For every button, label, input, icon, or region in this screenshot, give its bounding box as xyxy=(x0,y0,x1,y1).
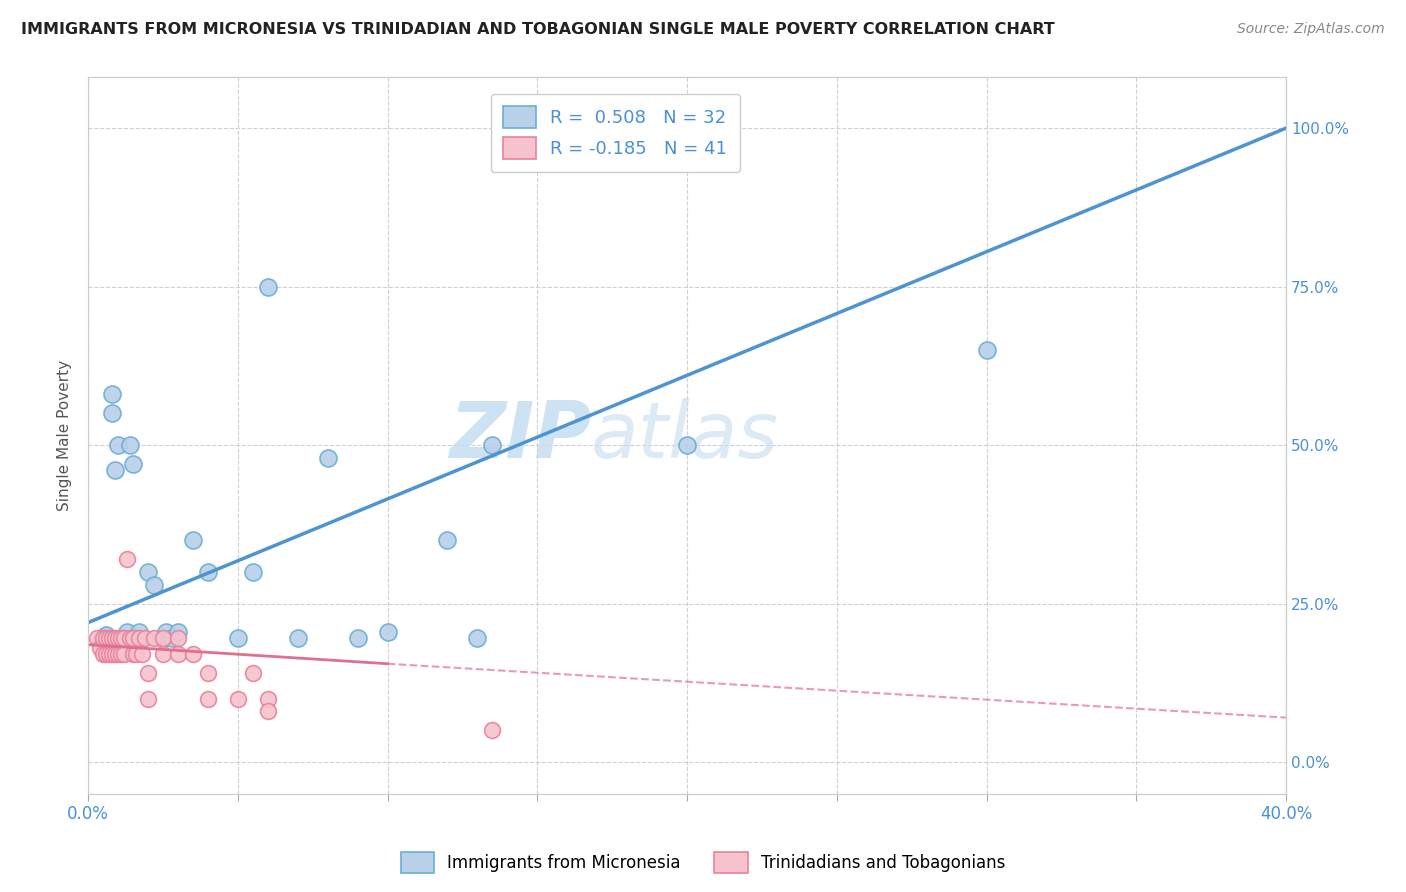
Point xyxy=(256,279,278,293)
Point xyxy=(122,647,145,661)
Y-axis label: Single Male Poverty: Single Male Poverty xyxy=(58,360,72,511)
Point xyxy=(676,438,699,452)
Point xyxy=(98,647,121,661)
Point xyxy=(143,577,166,591)
Point xyxy=(131,647,153,661)
Point xyxy=(104,647,127,661)
Point xyxy=(256,704,278,718)
Point xyxy=(481,723,503,738)
Point xyxy=(316,450,339,465)
Point xyxy=(242,666,264,681)
Point xyxy=(94,628,117,642)
Point xyxy=(436,533,458,548)
Point xyxy=(101,647,124,661)
Point xyxy=(107,647,129,661)
Point xyxy=(152,647,174,661)
Point xyxy=(112,647,135,661)
Point xyxy=(287,632,309,646)
Point xyxy=(242,565,264,579)
Point xyxy=(128,625,150,640)
Point xyxy=(160,632,183,646)
Point xyxy=(134,632,156,646)
Point xyxy=(110,647,132,661)
Point xyxy=(152,632,174,646)
Point xyxy=(181,647,204,661)
Point xyxy=(107,632,129,646)
Point xyxy=(98,632,121,646)
Point xyxy=(101,387,124,401)
Point xyxy=(125,632,148,646)
Point xyxy=(481,438,503,452)
Point xyxy=(86,632,108,646)
Point xyxy=(226,632,249,646)
Point xyxy=(256,691,278,706)
Text: Source: ZipAtlas.com: Source: ZipAtlas.com xyxy=(1237,22,1385,37)
Point xyxy=(197,691,219,706)
Point xyxy=(104,632,127,646)
Point xyxy=(143,632,166,646)
Point xyxy=(181,533,204,548)
Point xyxy=(136,565,159,579)
Point xyxy=(976,343,998,357)
Point xyxy=(89,640,111,655)
Point xyxy=(136,666,159,681)
Point xyxy=(110,632,132,646)
Point xyxy=(346,632,368,646)
Point xyxy=(112,632,135,646)
Point xyxy=(136,691,159,706)
Point xyxy=(94,632,117,646)
Point xyxy=(115,552,138,566)
Legend: Immigrants from Micronesia, Trinidadians and Tobagonians: Immigrants from Micronesia, Trinidadians… xyxy=(394,846,1012,880)
Point xyxy=(226,691,249,706)
Point xyxy=(101,632,124,646)
Point xyxy=(167,632,190,646)
Text: ZIP: ZIP xyxy=(449,398,592,474)
Point xyxy=(167,625,190,640)
Text: atlas: atlas xyxy=(592,398,779,474)
Text: IMMIGRANTS FROM MICRONESIA VS TRINIDADIAN AND TOBAGONIAN SINGLE MALE POVERTY COR: IMMIGRANTS FROM MICRONESIA VS TRINIDADIA… xyxy=(21,22,1054,37)
Point xyxy=(467,632,489,646)
Point xyxy=(197,666,219,681)
Legend: R =  0.508   N = 32, R = -0.185   N = 41: R = 0.508 N = 32, R = -0.185 N = 41 xyxy=(491,94,740,172)
Point xyxy=(155,625,177,640)
Point xyxy=(91,632,114,646)
Point xyxy=(115,625,138,640)
Point xyxy=(125,647,148,661)
Point xyxy=(122,457,145,471)
Point xyxy=(91,632,114,646)
Point xyxy=(167,647,190,661)
Point xyxy=(107,438,129,452)
Point xyxy=(120,632,142,646)
Point xyxy=(377,625,399,640)
Point xyxy=(101,406,124,420)
Point xyxy=(197,565,219,579)
Point xyxy=(122,632,145,646)
Point xyxy=(104,463,127,477)
Point xyxy=(152,632,174,646)
Point xyxy=(128,632,150,646)
Point xyxy=(94,647,117,661)
Point xyxy=(112,632,135,646)
Point xyxy=(120,438,142,452)
Point xyxy=(91,647,114,661)
